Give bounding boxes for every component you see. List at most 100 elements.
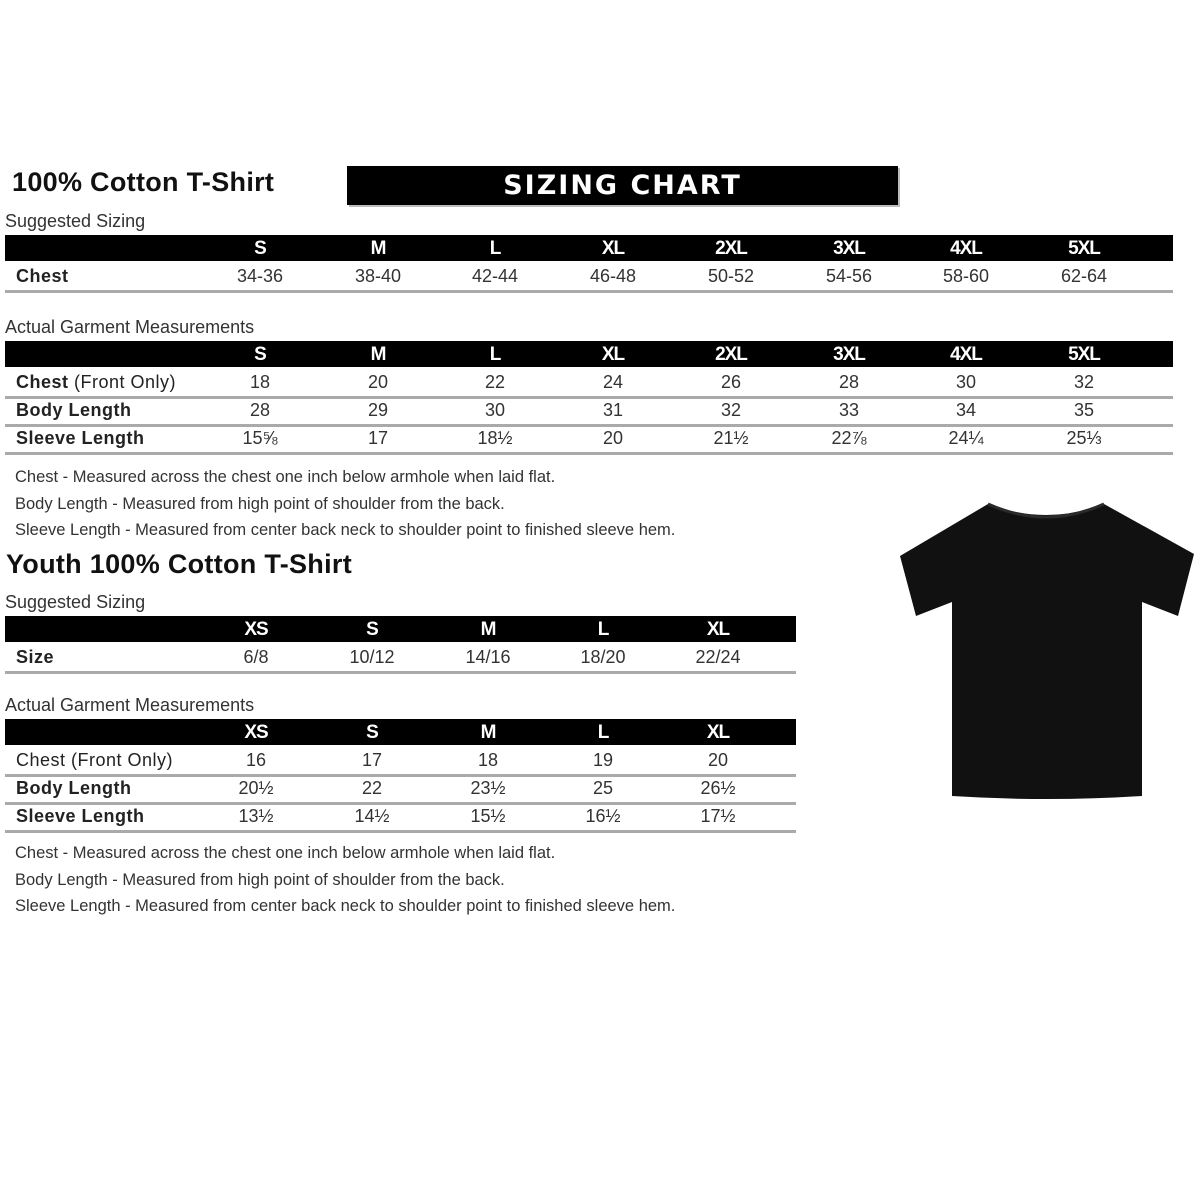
table-cell: 17	[367, 428, 389, 448]
size-header-cell: XL	[706, 619, 730, 640]
table-cell: 18	[477, 750, 499, 770]
row-label: Chest (Front Only)	[16, 368, 176, 396]
row-label: Body Length	[16, 396, 132, 424]
table-cell: 13½	[238, 806, 274, 826]
table-row: Body Length 28 29 30 31 32 33 34 35	[5, 396, 1173, 427]
adult-size-header: S M L XL 2XL 3XL 4XL 5XL	[5, 235, 1173, 261]
size-header-cell: XS	[244, 722, 268, 743]
table-cell: 22⅞	[831, 428, 867, 448]
row-label: Sleeve Length	[16, 424, 145, 452]
youth-note-chest: Chest - Measured across the chest one in…	[15, 844, 556, 862]
table-cell: 6/8	[243, 647, 269, 667]
row-label: Chest (Front Only)	[16, 746, 173, 774]
size-header-cell: 4XL	[950, 238, 983, 259]
black-tshirt-icon	[900, 502, 1194, 799]
table-cell: 15½	[470, 806, 506, 826]
table-cell: 30	[955, 372, 977, 392]
size-header-cell: M	[480, 722, 497, 743]
size-header-cell: S	[254, 344, 267, 365]
table-cell: 42-44	[471, 266, 519, 286]
row-label: Sleeve Length	[16, 802, 145, 830]
size-header-cell: XL	[601, 344, 625, 365]
table-cell: 22	[484, 372, 506, 392]
size-header-cell: S	[366, 619, 379, 640]
size-header-cell: L	[489, 238, 502, 259]
table-cell: 23½	[470, 778, 506, 798]
table-cell: 29	[367, 400, 389, 420]
row-label-suffix: (Front Only)	[68, 372, 177, 392]
youth-size-header: XS S M L XL	[5, 719, 796, 745]
row-label-text: Size	[16, 647, 55, 667]
table-cell: 16½	[585, 806, 621, 826]
table-cell: 24¼	[948, 428, 984, 448]
adult-note-sleeve: Sleeve Length - Measured from center bac…	[15, 521, 676, 539]
row-label: Chest	[16, 262, 69, 290]
table-cell: 28	[249, 400, 271, 420]
row-label-text: Chest (Front Only)	[16, 750, 174, 770]
table-cell: 19	[592, 750, 614, 770]
table-cell: 22	[361, 778, 383, 798]
youth-note-body: Body Length - Measured from high point o…	[15, 871, 505, 889]
table-cell: 35	[1073, 400, 1095, 420]
youth-title: Youth 100% Cotton T-Shirt	[6, 549, 352, 579]
table-cell: 54-56	[825, 266, 873, 286]
table-cell: 25⅓	[1066, 428, 1102, 448]
table-cell: 24	[602, 372, 624, 392]
sizing-chart-banner: SIZING CHART	[347, 166, 898, 205]
table-cell: 31	[602, 400, 624, 420]
size-header-cell: M	[370, 238, 387, 259]
table-cell: 30	[484, 400, 506, 420]
size-header-cell: 3XL	[833, 344, 866, 365]
table-row: Chest 34-36 38-40 42-44 46-48 50-52 54-56 58-60…	[5, 262, 1173, 293]
table-cell: 46-48	[589, 266, 637, 286]
size-header-cell: 5XL	[1068, 238, 1101, 259]
adult-title: 100% Cotton T-Shirt	[12, 167, 275, 197]
size-header-cell: S	[254, 238, 267, 259]
row-label-text: Chest	[16, 372, 69, 392]
youth-suggested-label: Suggested Sizing	[5, 592, 146, 612]
table-cell: 16	[245, 750, 267, 770]
table-cell: 17½	[700, 806, 736, 826]
table-cell: 62-64	[1060, 266, 1108, 286]
table-row: Sleeve Length 15⅝ 17 18½ 20 21½ 22⅞ 24¼ 25⅓	[5, 424, 1173, 455]
table-row: Sleeve Length 13½ 14½ 15½ 16½ 17½	[5, 802, 796, 833]
youth-note-sleeve: Sleeve Length - Measured from center bac…	[15, 897, 676, 915]
size-header-cell: 4XL	[950, 344, 983, 365]
table-cell: 34	[955, 400, 977, 420]
size-header-cell: L	[597, 619, 610, 640]
table-cell: 20½	[238, 778, 274, 798]
table-cell: 14/16	[465, 647, 511, 667]
table-cell: 20	[707, 750, 729, 770]
table-cell: 14½	[354, 806, 390, 826]
table-cell: 50-52	[707, 266, 755, 286]
size-header-cell: 3XL	[833, 238, 866, 259]
size-header-cell: 2XL	[715, 344, 748, 365]
adult-note-body: Body Length - Measured from high point o…	[15, 495, 505, 513]
row-label-text: Body Length	[16, 778, 132, 798]
row-label: Body Length	[16, 774, 132, 802]
table-cell: 18½	[477, 428, 513, 448]
table-cell: 32	[1073, 372, 1095, 392]
table-cell: 10/12	[349, 647, 395, 667]
table-cell: 18/20	[580, 647, 626, 667]
table-cell: 22/24	[695, 647, 741, 667]
table-cell: 38-40	[354, 266, 402, 286]
size-header-cell: XL	[601, 238, 625, 259]
adult-suggested-label: Suggested Sizing	[5, 211, 146, 231]
row-label-text: Sleeve Length	[16, 806, 145, 826]
size-header-cell: M	[480, 619, 497, 640]
youth-size-header: XS S M L XL	[5, 616, 796, 642]
table-cell: 33	[838, 400, 860, 420]
table-cell: 18	[249, 372, 271, 392]
table-cell: 58-60	[942, 266, 990, 286]
size-header-cell: M	[370, 344, 387, 365]
table-cell: 25	[592, 778, 614, 798]
size-header-cell: 2XL	[715, 238, 748, 259]
row-label: Size	[16, 643, 54, 671]
youth-actual-label: Actual Garment Measurements	[5, 695, 255, 715]
table-row: Body Length 20½ 22 23½ 25 26½	[5, 774, 796, 805]
row-label-text: Sleeve Length	[16, 428, 145, 448]
table-row: Chest (Front Only) 16 17 18 19 20	[5, 746, 796, 777]
table-cell: 17	[361, 750, 383, 770]
row-label-text: Body Length	[16, 400, 132, 420]
